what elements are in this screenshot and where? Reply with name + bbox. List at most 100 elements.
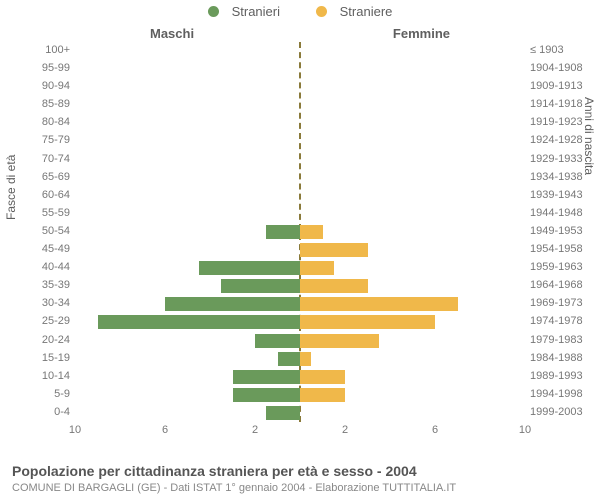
pyramid-row: 60-641939-1943 xyxy=(75,187,525,205)
bar-female xyxy=(300,334,379,348)
x-tick: 6 xyxy=(162,424,168,436)
year-label: 1909-1913 xyxy=(530,80,600,92)
age-label: 70-74 xyxy=(0,153,70,165)
year-label: 1954-1958 xyxy=(530,243,600,255)
chart-subtitle: COMUNE DI BARGAGLI (GE) - Dati ISTAT 1° … xyxy=(12,482,588,494)
age-label: 60-64 xyxy=(0,189,70,201)
age-label: 25-29 xyxy=(0,315,70,327)
year-label: 1964-1968 xyxy=(530,279,600,291)
section-label-left: Maschi xyxy=(150,26,194,41)
age-label: 5-9 xyxy=(0,388,70,400)
pyramid-row: 25-291974-1978 xyxy=(75,313,525,331)
bar-female xyxy=(300,279,368,293)
age-label: 55-59 xyxy=(0,207,70,219)
year-label: 1934-1938 xyxy=(530,171,600,183)
bar-female xyxy=(300,370,345,384)
pyramid-row: 85-891914-1918 xyxy=(75,96,525,114)
year-label: 1924-1928 xyxy=(530,134,600,146)
bar-male xyxy=(233,370,301,384)
pyramid-row: 90-941909-1913 xyxy=(75,78,525,96)
age-label: 50-54 xyxy=(0,225,70,237)
bar-male xyxy=(233,388,301,402)
pyramid-row: 65-691934-1938 xyxy=(75,169,525,187)
year-label: 1979-1983 xyxy=(530,334,600,346)
bar-male xyxy=(221,279,300,293)
pyramid-row: 5-91994-1998 xyxy=(75,386,525,404)
age-label: 90-94 xyxy=(0,80,70,92)
pyramid-row: 35-391964-1968 xyxy=(75,277,525,295)
bar-female xyxy=(300,388,345,402)
age-label: 10-14 xyxy=(0,370,70,382)
bar-female xyxy=(300,352,311,366)
bar-female xyxy=(300,315,435,329)
year-label: 1984-1988 xyxy=(530,352,600,364)
year-label: 1919-1923 xyxy=(530,116,600,128)
age-label: 20-24 xyxy=(0,334,70,346)
x-tick: 10 xyxy=(519,424,531,436)
age-label: 35-39 xyxy=(0,279,70,291)
year-label: 1914-1918 xyxy=(530,98,600,110)
legend-swatch-male xyxy=(208,6,219,17)
age-label: 40-44 xyxy=(0,261,70,273)
bar-female xyxy=(300,261,334,275)
pyramid-row: 40-441959-1963 xyxy=(75,259,525,277)
bar-female xyxy=(300,297,458,311)
age-label: 15-19 xyxy=(0,352,70,364)
pyramid-row: 75-791924-1928 xyxy=(75,132,525,150)
age-label: 65-69 xyxy=(0,171,70,183)
legend-swatch-female xyxy=(316,6,327,17)
pyramid-row: 20-241979-1983 xyxy=(75,332,525,350)
age-label: 85-89 xyxy=(0,98,70,110)
x-tick: 2 xyxy=(342,424,348,436)
year-label: 1999-2003 xyxy=(530,406,600,418)
bar-male xyxy=(278,352,301,366)
year-label: 1994-1998 xyxy=(530,388,600,400)
year-label: 1959-1963 xyxy=(530,261,600,273)
x-tick: 6 xyxy=(432,424,438,436)
pyramid-row: 45-491954-1958 xyxy=(75,241,525,259)
bar-male xyxy=(98,315,301,329)
year-label: 1949-1953 xyxy=(530,225,600,237)
year-label: 1969-1973 xyxy=(530,297,600,309)
bar-male xyxy=(266,406,300,420)
x-tick: 10 xyxy=(69,424,81,436)
pyramid-row: 70-741929-1933 xyxy=(75,151,525,169)
pyramid-row: 95-991904-1908 xyxy=(75,60,525,78)
bar-male xyxy=(266,225,300,239)
pyramid-row: 30-341969-1973 xyxy=(75,295,525,313)
age-label: 100+ xyxy=(0,44,70,56)
x-tick: 2 xyxy=(252,424,258,436)
chart-container: Stranieri Straniere Maschi Femmine Fasce… xyxy=(0,0,600,500)
legend-label-male: Stranieri xyxy=(232,4,280,19)
legend-item-male: Stranieri xyxy=(200,4,288,19)
plot-area: 100+≤ 190395-991904-190890-941909-191385… xyxy=(75,42,525,422)
pyramid-row: 10-141989-1993 xyxy=(75,368,525,386)
bar-male xyxy=(255,334,300,348)
age-label: 45-49 xyxy=(0,243,70,255)
legend: Stranieri Straniere xyxy=(0,4,600,20)
year-label: 1929-1933 xyxy=(530,153,600,165)
year-label: 1974-1978 xyxy=(530,315,600,327)
year-label: 1904-1908 xyxy=(530,62,600,74)
bar-male xyxy=(165,297,300,311)
pyramid-row: 80-841919-1923 xyxy=(75,114,525,132)
age-label: 95-99 xyxy=(0,62,70,74)
bar-female xyxy=(300,243,368,257)
pyramid-row: 50-541949-1953 xyxy=(75,223,525,241)
pyramid-row: 15-191984-1988 xyxy=(75,350,525,368)
year-label: 1989-1993 xyxy=(530,370,600,382)
age-label: 75-79 xyxy=(0,134,70,146)
legend-label-female: Straniere xyxy=(340,4,393,19)
age-label: 0-4 xyxy=(0,406,70,418)
section-label-right: Femmine xyxy=(393,26,450,41)
bar-male xyxy=(199,261,300,275)
pyramid-row: 0-41999-2003 xyxy=(75,404,525,422)
year-label: ≤ 1903 xyxy=(530,44,600,56)
footer: Popolazione per cittadinanza straniera p… xyxy=(12,463,588,494)
pyramid-row: 100+≤ 1903 xyxy=(75,42,525,60)
x-axis: 10622610 xyxy=(75,424,525,440)
bar-female xyxy=(300,225,323,239)
age-label: 30-34 xyxy=(0,297,70,309)
chart-title: Popolazione per cittadinanza straniera p… xyxy=(12,463,588,480)
age-label: 80-84 xyxy=(0,116,70,128)
